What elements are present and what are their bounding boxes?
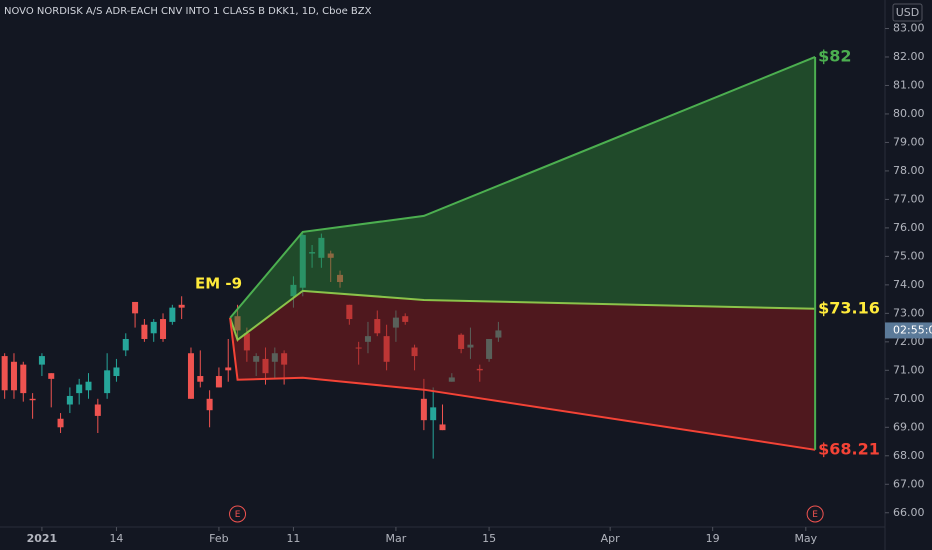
y-tick-label: 69.00	[893, 420, 925, 433]
candle-body	[1, 356, 8, 391]
y-tick-label: 82.00	[893, 50, 925, 63]
candle-body	[206, 398, 213, 411]
candle-body	[66, 395, 73, 405]
candle-body	[38, 356, 45, 365]
price-tag-label: 02:55:0	[893, 323, 932, 336]
candle-body	[113, 367, 120, 377]
y-tick-label: 77.00	[893, 192, 925, 205]
band-fill	[230, 56, 816, 340]
candle-body	[94, 404, 101, 416]
y-tick-label: 68.00	[893, 449, 925, 462]
candle-body	[150, 321, 157, 334]
band-line	[229, 56, 816, 319]
x-tick-label: Apr	[601, 532, 621, 545]
currency-box	[892, 3, 923, 22]
candle-body	[420, 398, 427, 421]
event-label: E	[812, 510, 818, 520]
y-tick-label: 67.00	[893, 477, 925, 490]
price-tag	[885, 322, 932, 339]
y-tick-label: 78.00	[893, 164, 925, 177]
y-tick-label: 81.00	[893, 78, 925, 91]
candle-body	[439, 424, 446, 431]
band-line	[229, 317, 816, 451]
y-tick-label: 66.00	[893, 506, 925, 519]
end-label: $68.21	[818, 439, 880, 458]
event-marker	[806, 505, 824, 523]
end-label: $82	[818, 46, 851, 65]
y-tick-label: 71.00	[893, 363, 925, 376]
candle-body	[225, 367, 232, 371]
x-tick-label: 2021	[27, 532, 58, 545]
candle-body	[187, 353, 194, 399]
x-tick-label: 15	[482, 532, 496, 545]
candle-body	[197, 376, 204, 382]
currency: USD	[896, 6, 920, 19]
x-tick-label: Feb	[209, 532, 228, 545]
x-tick-label: 19	[706, 532, 720, 545]
candle-body	[76, 384, 83, 394]
event-label: E	[235, 510, 241, 520]
annotation: EM -9	[195, 275, 242, 293]
y-tick-label: 80.00	[893, 107, 925, 120]
candle-body	[178, 304, 185, 308]
y-tick-label: 76.00	[893, 221, 925, 234]
overlays	[229, 56, 817, 451]
candle-body	[132, 301, 139, 314]
candle-body	[169, 307, 176, 322]
band-line	[229, 289, 816, 342]
band-fill	[230, 290, 816, 450]
candle-body	[85, 381, 92, 391]
y-tick-label: 70.00	[893, 392, 925, 405]
y-tick-label: 73.00	[893, 306, 925, 319]
end-label: $73.16	[818, 298, 880, 317]
x-tick-label: 14	[109, 532, 123, 545]
event-marker	[229, 505, 247, 523]
top-layer: 66.0067.0068.0069.0070.0071.0072.0073.00…	[27, 21, 932, 545]
y-tick-label: 83.00	[893, 21, 925, 34]
candle-body	[141, 324, 148, 339]
y-tick-label: 79.00	[893, 135, 925, 148]
candle-body	[10, 361, 17, 391]
x-tick-label: 11	[286, 532, 300, 545]
candle-body	[122, 338, 129, 351]
y-tick-label: 75.00	[893, 249, 925, 262]
candle-body	[48, 373, 55, 379]
candle-body	[160, 319, 167, 339]
candle-body	[430, 407, 437, 421]
candle-body	[29, 398, 36, 401]
candle-body	[215, 376, 222, 388]
candle-body	[57, 418, 64, 428]
x-tick-label: May	[794, 532, 817, 545]
chart-title: NOVO NORDISK A/S ADR-EACH CNV INTO 1 CLA…	[4, 6, 372, 17]
candle-body	[20, 364, 27, 394]
candle-body	[104, 370, 111, 394]
x-tick-label: Mar	[386, 532, 407, 545]
y-tick-label: 74.00	[893, 278, 925, 291]
